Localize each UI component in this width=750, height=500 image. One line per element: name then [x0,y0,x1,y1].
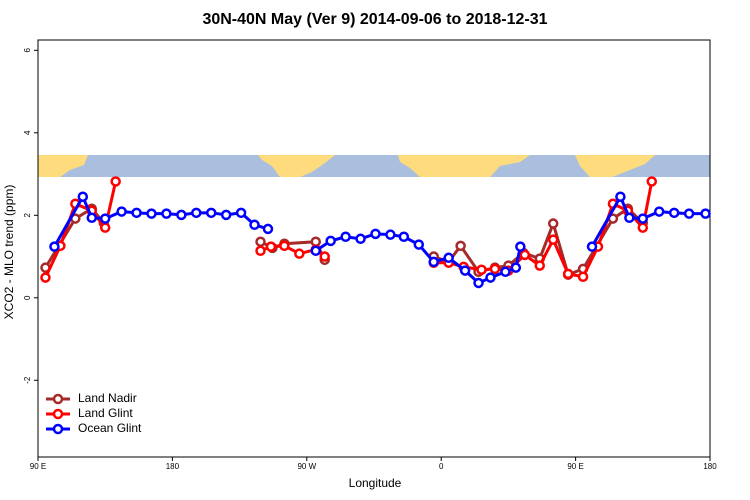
legend-label: Land Glint [78,406,133,420]
point [500,266,511,278]
point [131,207,142,219]
point [489,263,501,275]
point [577,271,589,283]
point [220,209,232,221]
point [77,191,89,202]
point [413,239,425,250]
map-strip [38,155,710,177]
x-tick-label: 180 [703,462,717,471]
point [319,251,330,262]
point [615,191,626,202]
point [99,222,111,233]
point [485,272,496,283]
point [249,219,260,231]
point [99,213,111,224]
point [586,241,598,252]
point [86,212,98,224]
point [49,241,60,252]
point [515,241,526,252]
y-axis-label: XCO2 - MLO trend (ppm) [2,185,16,320]
point [255,236,266,247]
y-tick-label: 0 [23,295,32,300]
point [562,268,574,280]
point [668,207,680,219]
point [637,213,649,224]
y-tick-label: 6 [23,48,32,53]
point [370,228,381,240]
point [255,245,266,257]
point [683,208,695,219]
chart-title: 30N-40N May (Ver 9) 2014-09-06 to 2018-1… [202,11,547,28]
y-tick-label: 4 [23,130,32,135]
y-tick-label: -2 [23,376,32,384]
point [637,222,649,233]
point [40,272,51,283]
point [191,207,202,219]
legend-marker [52,393,64,405]
point [443,252,454,264]
point [398,231,410,242]
point [519,249,531,261]
point [624,212,635,224]
point [510,262,522,273]
point [262,223,274,235]
point [176,209,187,221]
point [355,233,366,245]
x-tick-label: 90 E [30,462,46,471]
point [161,208,172,219]
legend-label: Ocean Glint [78,421,142,435]
point [700,208,711,219]
y-tick-label: 2 [23,213,32,218]
series-line [44,181,654,279]
legend-label: Land Nadir [78,391,137,405]
point [653,206,665,217]
x-tick-label: 180 [166,462,180,471]
point [459,265,471,276]
point [110,176,121,187]
point [473,277,484,289]
point [294,248,305,259]
point [455,240,466,252]
legend-marker [52,423,64,435]
point [116,206,127,217]
point [325,235,336,247]
x-axis-label: Longitude [349,476,402,490]
point [646,176,658,187]
point [476,264,487,275]
x-tick-label: 90 W [297,462,316,471]
x-tick-label: 90 E [567,462,583,471]
point [534,260,546,271]
point [310,245,322,257]
point [205,207,217,219]
legend-marker [52,408,64,420]
point [146,208,157,219]
plot-frame [37,39,711,458]
point [547,218,559,229]
point [428,256,439,268]
point [235,207,247,219]
point [279,240,290,252]
point [265,241,277,252]
point [340,231,351,242]
point [385,229,396,240]
x-tick-label: 0 [439,462,444,471]
point [547,234,559,245]
